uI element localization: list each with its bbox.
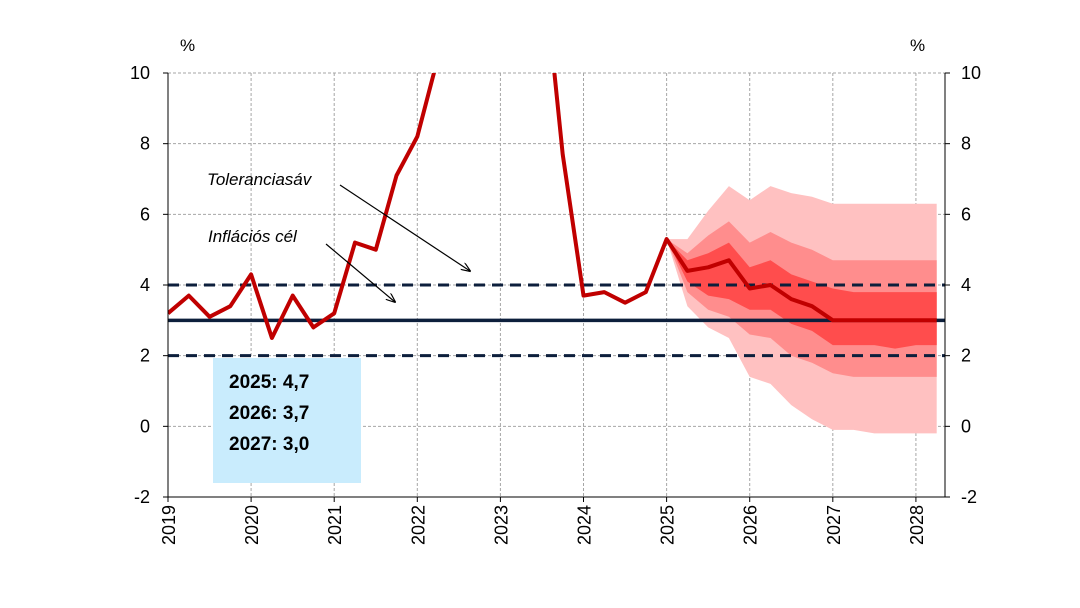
y-tick-label-left: 0: [140, 416, 150, 436]
inflation-target-arrow: [325, 243, 395, 302]
info-line-2025: 2025: 4,7: [229, 372, 310, 393]
forecast-info-box: 2025: 4,7 2026: 3,7 2027: 3,0: [213, 358, 361, 483]
x-tick-label: 2020: [242, 505, 262, 545]
y-tick-label-left: -2: [134, 487, 150, 507]
y-tick-label-left: 6: [140, 204, 150, 224]
y-tick-label-right: 2: [961, 346, 971, 366]
y-tick-label-left: 2: [140, 346, 150, 366]
inflation-line-recent: [552, 73, 937, 323]
inflation-series: [168, 73, 937, 340]
x-tick-label: 2023: [491, 505, 511, 545]
inflation-target-label: Inflációs cél: [208, 227, 298, 246]
y-tick-label-left: 10: [130, 63, 150, 83]
x-tick-label: 2027: [824, 505, 844, 545]
y-tick-label-right: 4: [961, 275, 971, 295]
y-tick-label-right: 10: [961, 63, 981, 83]
forecast-fan: [666, 186, 937, 434]
info-line-2026: 2026: 3,7: [229, 403, 310, 424]
x-tick-label: 2028: [907, 505, 927, 545]
y-tick-label-left: 4: [140, 275, 150, 295]
axes: 10 10 8 8 6 6 4 4 2 2 0 0 -2 -2 2019 2020 2021 2022 2023 20…: [130, 36, 981, 545]
x-tick-label: 2024: [575, 505, 595, 545]
y-unit-right: %: [910, 36, 925, 55]
x-tick-label: 2022: [408, 505, 428, 545]
y-tick-label-right: 0: [961, 416, 971, 436]
x-tick-label: 2025: [658, 505, 678, 545]
annotations: Toleranciasáv Inflációs cél: [207, 170, 470, 302]
y-tick-label-right: -2: [961, 487, 977, 507]
y-tick-label-right: 8: [961, 134, 971, 154]
inflation-line-history: [168, 73, 436, 340]
tolerance-band-label: Toleranciasáv: [207, 170, 313, 189]
x-tick-label: 2026: [741, 505, 761, 545]
y-tick-label-left: 8: [140, 134, 150, 154]
info-line-2027: 2027: 3,0: [229, 434, 310, 455]
tolerance-band-arrow: [339, 184, 470, 271]
y-tick-label-right: 6: [961, 204, 971, 224]
y-unit-left: %: [180, 36, 195, 55]
x-tick-label: 2019: [159, 505, 179, 545]
x-tick-label: 2021: [325, 505, 345, 545]
tolerance-band: [168, 283, 945, 358]
